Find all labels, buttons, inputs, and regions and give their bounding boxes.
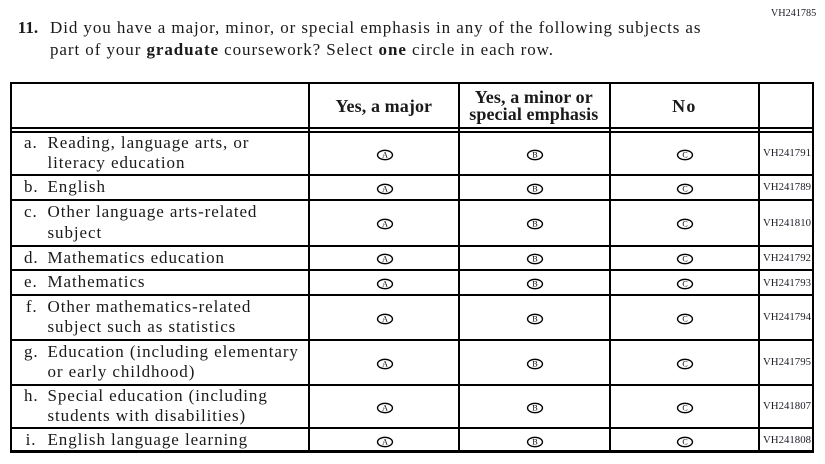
svg-text:C: C (683, 150, 688, 159)
svg-text:C: C (683, 280, 688, 289)
svg-text:C: C (683, 403, 688, 412)
svg-text:C: C (683, 437, 688, 446)
svg-text:A: A (382, 315, 388, 324)
svg-text:C: C (683, 220, 688, 229)
svg-text:B: B (533, 255, 538, 264)
svg-text:B: B (533, 403, 538, 412)
svg-text:A: A (382, 184, 388, 193)
svg-text:A: A (382, 437, 388, 446)
svg-text:A: A (382, 150, 388, 159)
svg-text:A: A (382, 359, 388, 368)
svg-text:B: B (533, 184, 538, 193)
svg-text:C: C (683, 315, 688, 324)
svg-text:A: A (382, 280, 388, 289)
svg-text:A: A (382, 220, 388, 229)
svg-text:B: B (533, 280, 538, 289)
svg-text:B: B (533, 150, 538, 159)
svg-text:B: B (533, 437, 538, 446)
svg-text:C: C (683, 184, 688, 193)
svg-text:B: B (533, 220, 538, 229)
svg-text:A: A (382, 403, 388, 412)
svg-text:B: B (533, 359, 538, 368)
svg-text:C: C (683, 255, 688, 264)
svg-text:B: B (533, 315, 538, 324)
svg-text:A: A (382, 255, 388, 264)
svg-text:C: C (683, 359, 688, 368)
